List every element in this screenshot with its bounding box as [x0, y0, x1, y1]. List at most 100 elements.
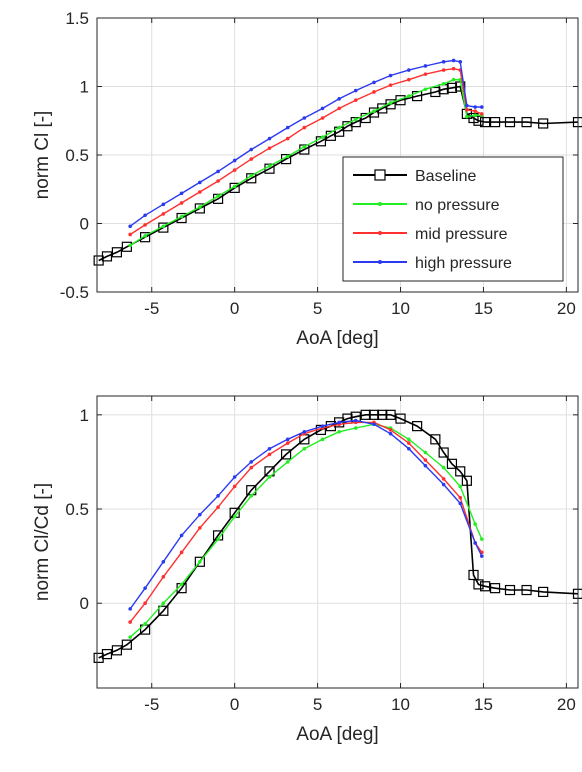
data-point	[216, 494, 220, 498]
y-tick-label: 0	[80, 215, 89, 234]
data-point	[303, 145, 307, 149]
data-point	[442, 60, 446, 64]
data-point	[442, 466, 446, 470]
data-point	[321, 116, 325, 120]
data-point	[337, 97, 341, 101]
data-point	[337, 126, 341, 130]
data-point	[424, 87, 428, 91]
data-point	[389, 432, 393, 436]
data-point	[143, 223, 147, 227]
data-point	[233, 515, 237, 519]
data-point	[216, 170, 220, 174]
data-point	[233, 485, 237, 489]
data-point	[407, 441, 411, 445]
data-point	[452, 59, 456, 63]
legend-label: no pressure	[415, 197, 500, 214]
x-tick-label: 10	[391, 695, 410, 714]
data-point	[198, 205, 202, 209]
y-tick-label: 0	[80, 594, 89, 613]
x-tick-label: 0	[230, 299, 239, 318]
data-point	[452, 78, 456, 82]
data-point	[233, 168, 237, 172]
x-tick-label: -5	[144, 695, 159, 714]
data-point	[337, 430, 341, 434]
data-point	[286, 155, 290, 159]
y-axis-label: norm Cl [-]	[32, 111, 53, 200]
legend-label: high pressure	[415, 255, 512, 272]
data-point	[458, 60, 462, 64]
data-point	[249, 174, 253, 178]
data-point	[407, 78, 411, 82]
data-point	[424, 464, 428, 468]
x-tick-label: -5	[144, 299, 159, 318]
data-point	[407, 94, 411, 98]
legend-label: mid pressure	[415, 226, 508, 243]
data-point	[372, 422, 376, 426]
data-point	[180, 534, 184, 538]
data-point	[198, 560, 202, 564]
data-point	[424, 64, 428, 68]
data-point	[286, 460, 290, 464]
legend-marker	[378, 260, 382, 264]
data-point	[424, 458, 428, 462]
data-point	[442, 483, 446, 487]
data-point	[180, 551, 184, 555]
data-point	[389, 74, 393, 78]
y-tick-label: -0.5	[60, 283, 89, 302]
data-point	[303, 126, 307, 130]
data-point	[389, 101, 393, 105]
x-axis-label: AoA [deg]	[296, 724, 378, 745]
data-point	[249, 157, 253, 161]
data-point	[249, 148, 253, 152]
data-point	[354, 426, 358, 430]
data-point	[143, 622, 147, 626]
plot-area	[97, 396, 578, 688]
data-point	[473, 105, 477, 109]
data-point	[480, 105, 484, 109]
data-point	[128, 224, 132, 228]
data-point	[442, 82, 446, 86]
data-point	[473, 541, 477, 545]
data-point	[128, 244, 132, 248]
data-point	[337, 421, 341, 425]
y-tick-label: 0.5	[65, 500, 89, 519]
data-point	[424, 451, 428, 455]
data-point	[128, 233, 132, 237]
data-point	[286, 137, 290, 141]
data-point	[233, 475, 237, 479]
data-point	[268, 164, 272, 168]
data-point	[162, 224, 166, 228]
data-point	[321, 107, 325, 111]
x-tick-label: 5	[313, 299, 322, 318]
data-point	[354, 89, 358, 93]
data-point	[407, 447, 411, 451]
data-point	[465, 104, 469, 108]
x-tick-label: 15	[474, 695, 493, 714]
data-point	[442, 68, 446, 72]
data-point	[249, 466, 253, 470]
data-point	[143, 601, 147, 605]
x-tick-label: 5	[313, 695, 322, 714]
data-point	[180, 583, 184, 587]
data-point	[162, 575, 166, 579]
y-tick-label: 1	[80, 78, 89, 97]
data-point	[337, 107, 341, 111]
data-point	[458, 485, 462, 489]
data-point	[321, 424, 325, 428]
data-point	[407, 68, 411, 72]
data-point	[143, 213, 147, 217]
y-axis-label: norm Cl/Cd [-]	[32, 483, 53, 601]
data-point	[216, 179, 220, 183]
data-point	[372, 109, 376, 113]
data-point	[233, 159, 237, 163]
data-point	[303, 430, 307, 434]
data-point	[143, 234, 147, 238]
data-point	[465, 115, 469, 119]
data-point	[233, 185, 237, 189]
x-tick-label: 20	[557, 299, 576, 318]
data-point	[424, 72, 428, 76]
data-point	[372, 81, 376, 85]
